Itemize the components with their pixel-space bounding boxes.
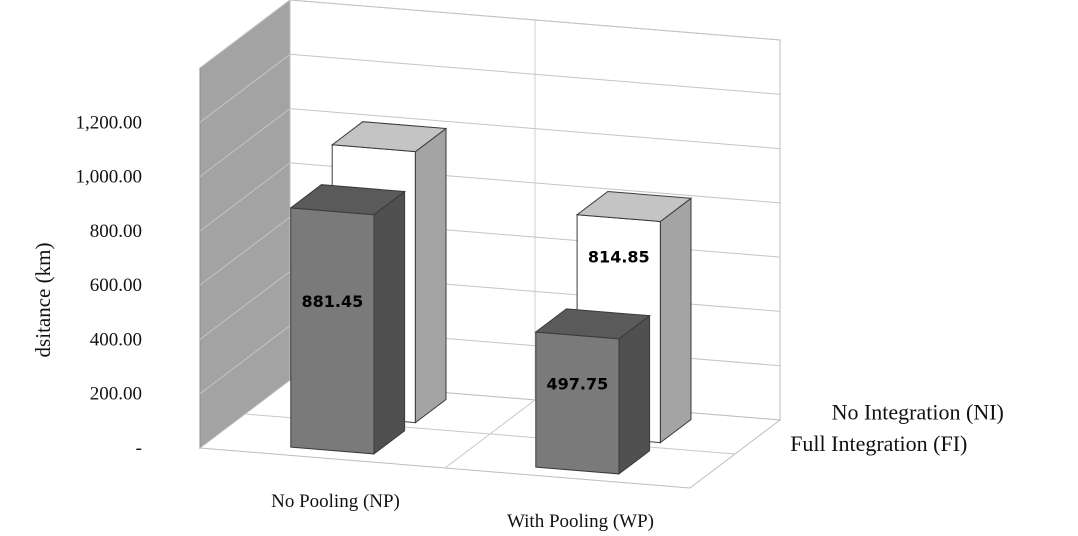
category-label: With Pooling (WP) [507,511,654,532]
y-tick-label: 200.00 [90,384,142,405]
bar-side-face [659,197,692,444]
left-wall [199,0,291,450]
y-tick-label: 600.00 [90,275,142,296]
bar-top-face [575,190,693,223]
chart-walls [198,0,782,489]
bar-side-face [618,314,651,475]
y-tick-label: 1,000.00 [76,167,143,188]
series-label: Full Integration (FI) [790,431,967,456]
bar-side-face [414,127,447,424]
data-label: 814.85 [588,247,650,266]
bar-top-face [534,308,651,340]
category-labels: No Pooling (NP) With Pooling (WP) [271,491,654,532]
y-tick-label: 1,200.00 [76,112,143,133]
gridline [199,162,781,232]
bar-front-face [535,331,620,475]
y-tick-label: 400.00 [90,329,142,350]
gridline [199,0,781,69]
series-label: No Integration (NI) [832,400,1004,425]
category-label: No Pooling (NP) [271,491,400,512]
bar-fi-wp: 497.75 [534,308,651,475]
bar-front-face [290,207,375,455]
y-tick-label: 800.00 [90,221,142,242]
bar-top-face [289,184,406,216]
bar-fi-np: 881.45 [289,184,406,455]
data-label: 881.45 [302,292,364,311]
series-depth-labels: Full Integration (FI) No Integration (NI) [790,400,1004,456]
data-label: 497.75 [547,374,609,393]
y-tick-label: - [136,438,142,459]
gridline [199,53,781,123]
gridline [199,108,781,177]
y-axis-ticks: - 200.00 400.00 600.00 800.00 1,000.00 1,200.0… [76,112,143,459]
bar-side-face [373,190,406,455]
bar-top-face [330,121,448,153]
y-axis-title: dsitance (km) [31,243,55,358]
